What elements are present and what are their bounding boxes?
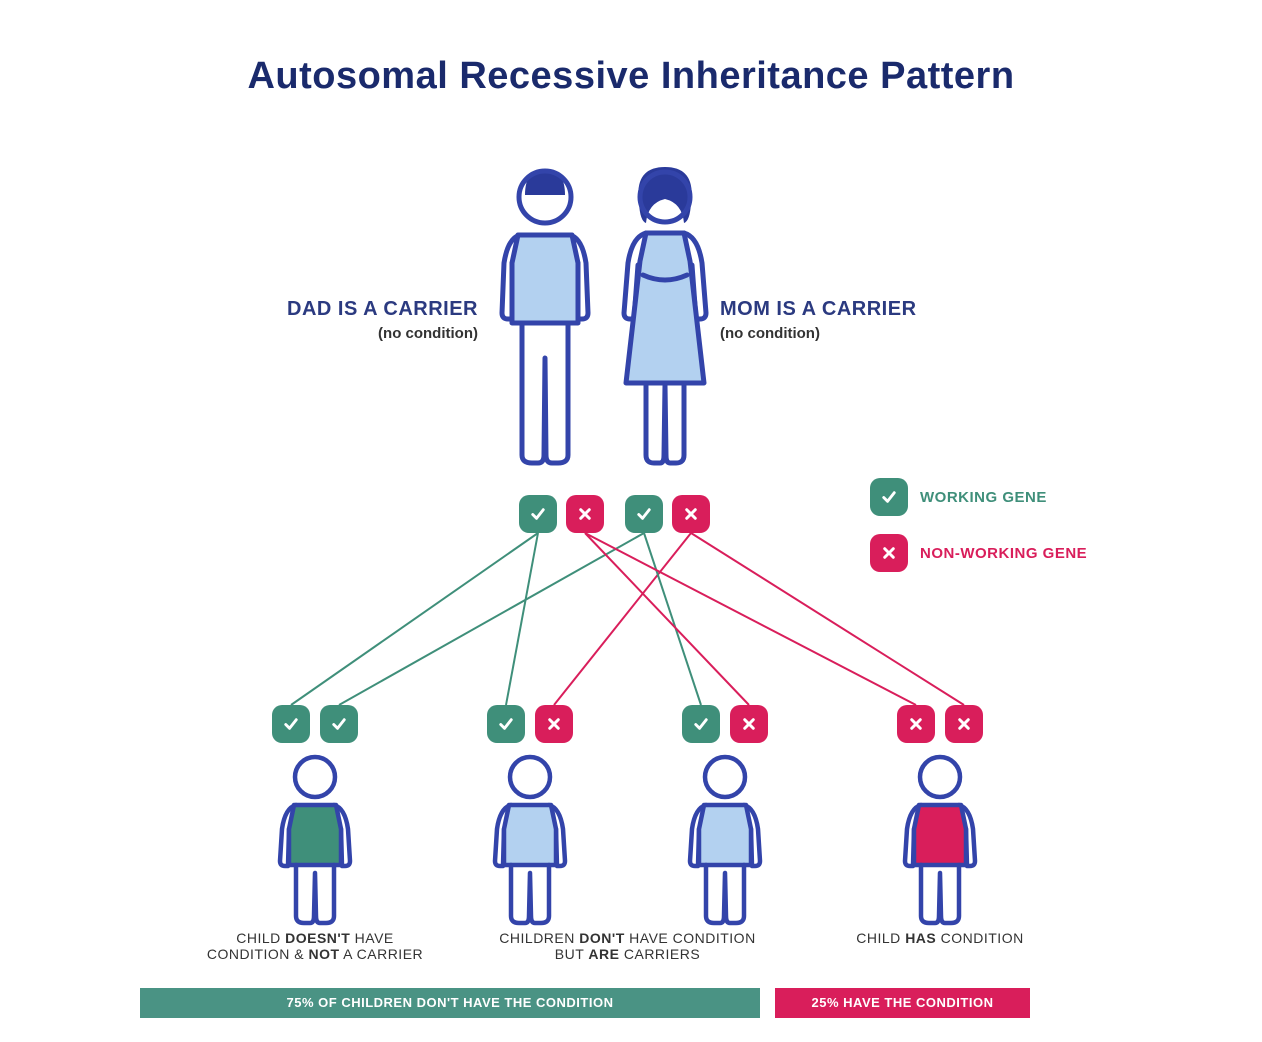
cross-icon (535, 705, 573, 743)
child-figure (485, 753, 575, 933)
check-icon (519, 495, 557, 533)
check-icon (272, 705, 310, 743)
cross-icon (730, 705, 768, 743)
cross-icon (945, 705, 983, 743)
cross-icon (897, 705, 935, 743)
mom-label-main: MOM IS A CARRIER (720, 298, 1030, 321)
cross-icon (566, 495, 604, 533)
cross-icon (870, 534, 908, 572)
dad-figure (490, 163, 600, 478)
legend: WORKING GENE NON-WORKING GENE (870, 478, 1087, 590)
child-label: CHILD DOESN'T HAVECONDITION & NOT A CARR… (195, 930, 435, 962)
dad-label: DAD IS A CARRIER (no condition) (168, 298, 478, 342)
dad-label-sub: (no condition) (168, 325, 478, 342)
child-figure (270, 753, 360, 933)
check-icon (682, 705, 720, 743)
legend-nonworking-label: NON-WORKING GENE (920, 545, 1087, 562)
check-icon (625, 495, 663, 533)
legend-working-label: WORKING GENE (920, 489, 1047, 506)
legend-nonworking: NON-WORKING GENE (870, 534, 1087, 572)
cross-icon (672, 495, 710, 533)
outcome-bar-has-condition: 25% HAVE THE CONDITION (775, 988, 1030, 1018)
legend-working: WORKING GENE (870, 478, 1087, 516)
child-figure (680, 753, 770, 933)
child-label: CHILD HAS CONDITION (820, 930, 1060, 946)
mom-figure (610, 163, 720, 478)
page-title: Autosomal Recessive Inheritance Pattern (0, 0, 1262, 108)
outcome-bar-no-condition: 75% OF CHILDREN DON'T HAVE THE CONDITION (140, 988, 760, 1018)
mom-label-sub: (no condition) (720, 325, 1030, 342)
mom-label: MOM IS A CARRIER (no condition) (720, 298, 1030, 342)
child-figure (895, 753, 985, 933)
check-icon (487, 705, 525, 743)
carrier-children-label: CHILDREN DON'T HAVE CONDITIONBUT ARE CAR… (458, 930, 798, 962)
check-icon (870, 478, 908, 516)
dad-label-main: DAD IS A CARRIER (168, 298, 478, 321)
diagram-stage: DAD IS A CARRIER (no condition) MOM IS A… (0, 108, 1262, 1008)
check-icon (320, 705, 358, 743)
